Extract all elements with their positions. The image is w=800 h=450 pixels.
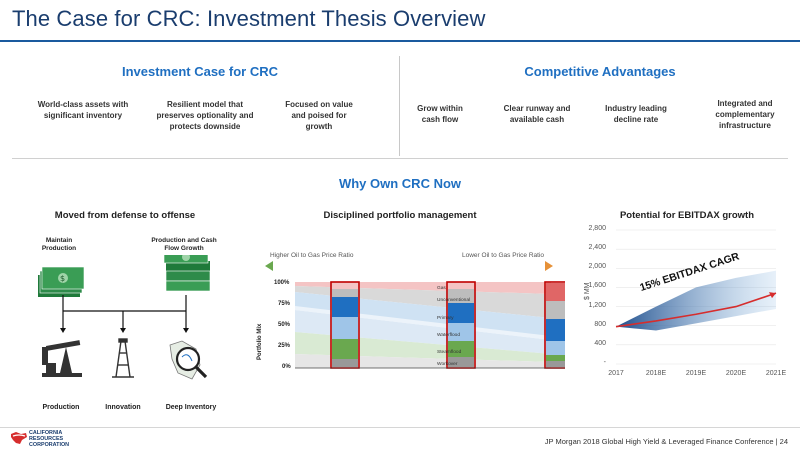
portfolio-y-label: Portfolio Mix <box>257 323 263 360</box>
deep-inventory-label: Deep Inventory <box>165 404 217 411</box>
page-title: The Case for CRC: Investment Thesis Over… <box>12 6 486 31</box>
ebitdax-trend-line <box>615 292 777 328</box>
portfolio-bar-2 <box>446 281 476 369</box>
investment-case-item: Focused on value and poised for growth <box>285 100 353 131</box>
ebitdax-x-tick: 2018E <box>645 370 667 377</box>
title-rule <box>0 40 800 42</box>
ebitdax-x-tick: 2020E <box>725 370 747 377</box>
derrick-icon <box>112 338 134 378</box>
innovation-label: Innovation <box>105 404 141 411</box>
ebitdax-heading: Potential for EBITDAX growth <box>619 210 755 221</box>
portfolio-bar-3 <box>544 281 565 369</box>
portfolio-y-tick: 25% <box>278 343 291 349</box>
pumpjack-icon <box>42 340 82 377</box>
logo-line: CALIFORNIA <box>29 430 63 436</box>
ebitdax-y-label: $ MM <box>584 282 591 301</box>
portfolio-y-tick: 100% <box>274 280 290 286</box>
footer-text: JP Morgan 2018 Global High Yield & Lever… <box>544 437 788 446</box>
section-rule <box>12 158 788 159</box>
footer-rule <box>0 427 800 428</box>
ebitdax-y-tick: - <box>603 359 606 366</box>
higher-ratio-label: Higher Oil to Gas Price Ratio <box>270 252 354 259</box>
portfolio-bar-1 <box>330 281 360 369</box>
magnifier-icon <box>169 340 208 380</box>
portfolio-bands <box>295 281 565 369</box>
ebitdax-y-tick: 1,600 <box>588 282 606 290</box>
ebitdax-y-tick: 2,000 <box>588 263 606 271</box>
ebitdax-y-tick: 400 <box>594 339 606 347</box>
portfolio-y-tick: 75% <box>278 301 291 307</box>
band-label-waterflood: Waterflood <box>437 333 461 338</box>
ebitdax-x-tick: 2021E <box>765 370 787 377</box>
portfolio-heading: Disciplined portfolio management <box>323 210 477 221</box>
competitive-advantages-heading: Competitive Advantages <box>524 64 676 79</box>
maintain-production-label: Maintain Production <box>41 237 77 252</box>
money-stack-small-icon: $ <box>38 266 85 297</box>
band-label-steamflood: Steamflood <box>437 350 462 355</box>
defense-offense-diagram: $ <box>38 255 211 380</box>
band-label-unconventional: Unconventional <box>437 298 471 303</box>
band-label-primary: Primary <box>437 316 454 321</box>
company-logo-text: CALIFORNIA RESOURCES CORPORATION <box>29 430 69 448</box>
defense-offense-heading: Moved from defense to offense <box>54 210 196 221</box>
ebitdax-y-tick: 1,200 <box>588 301 606 309</box>
portfolio-chart <box>265 261 565 369</box>
ebitdax-range-band <box>616 270 776 331</box>
competitive-advantage-item: Integrated and complementary infrastruct… <box>715 99 775 130</box>
portfolio-y-tick: 0% <box>282 364 291 370</box>
band-label-gas: Gas <box>437 286 446 291</box>
ebitdax-y-tick: 2,800 <box>588 225 606 232</box>
logo-line: RESOURCES <box>29 436 64 442</box>
band-label-workover: Workover <box>437 362 458 367</box>
section-divider <box>399 56 400 156</box>
lower-ratio-label: Lower Oil to Gas Price Ratio <box>462 252 545 259</box>
money-stack-large-icon <box>163 255 211 292</box>
ebitdax-x-tick: 2019E <box>685 370 707 377</box>
ebitdax-x-tick: 2017 <box>608 370 624 377</box>
investment-case-item: Resilient model that preserves optionali… <box>156 100 254 131</box>
production-label: Production <box>42 404 80 411</box>
svg-text:$: $ <box>60 274 65 283</box>
company-logo-icon <box>11 432 27 444</box>
competitive-advantage-item: Industry leading decline rate <box>605 104 667 124</box>
ebitdax-y-tick: 800 <box>594 320 606 328</box>
competitive-advantage-item: Clear runway and available cash <box>503 104 571 124</box>
ebitdax-chart <box>615 229 777 365</box>
why-own-heading: Why Own CRC Now <box>338 176 462 191</box>
ebitdax-y-tick: 2,400 <box>588 244 606 252</box>
logo-line: CORPORATION <box>29 442 70 448</box>
ebitdax-arrowhead <box>769 292 776 299</box>
investment-case-heading: Investment Case for CRC <box>121 64 279 79</box>
growth-label: Production and Cash Flow Growth <box>151 237 217 252</box>
portfolio-y-tick: 50% <box>278 322 291 328</box>
competitive-advantage-item: Grow within cash flow <box>417 104 463 124</box>
investment-case-item: World-class assets with significant inve… <box>37 100 129 120</box>
